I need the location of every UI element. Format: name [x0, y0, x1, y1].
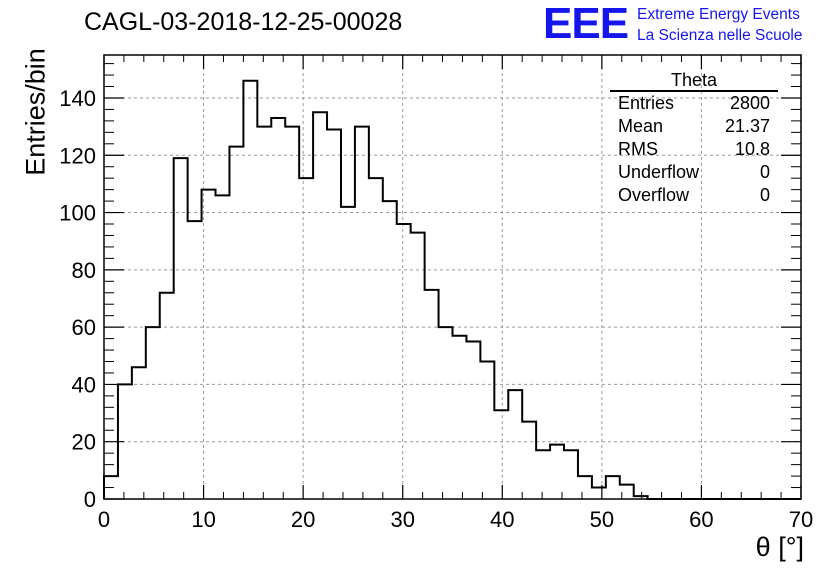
stats-value: 2800 [729, 93, 770, 113]
stats-box: Theta Entries 2800 Mean 21.37 RMS 10.8 U… [610, 70, 778, 207]
histogram-outline [103, 79, 801, 500]
y-tick-label: 120 [59, 143, 96, 168]
stats-value: 10.8 [734, 139, 770, 159]
stats-label: Underflow [618, 162, 700, 182]
run-title: CAGL-03-2018-12-25-00028 [84, 8, 403, 36]
y-tick-label: 40 [72, 372, 96, 397]
stats-row-underflow: Underflow 0 [610, 161, 778, 184]
x-tick-label: 30 [390, 507, 414, 532]
logo-caption-line1: Extreme Energy Events [637, 6, 800, 23]
histogram-bin [146, 327, 160, 499]
x-tick-label: 50 [590, 507, 614, 532]
stats-row-mean: Mean 21.37 [610, 115, 778, 138]
histogram-bin [397, 224, 411, 499]
histogram-bin [494, 410, 508, 499]
stats-title: Theta [610, 70, 778, 92]
eee-logo: EEE [543, 0, 629, 48]
y-tick-label: 80 [72, 258, 96, 283]
stats-value: 0 [759, 162, 770, 182]
histogram-bin [243, 81, 257, 499]
y-axis-label: Entries/bin [20, 48, 51, 176]
y-tick-label: 100 [59, 201, 96, 226]
logo-caption: Extreme Energy Events La Scienza nelle S… [637, 4, 802, 46]
histogram-bin [132, 367, 146, 499]
histogram-bin [508, 390, 522, 499]
histogram-bin [606, 476, 620, 499]
x-tick-label: 60 [689, 507, 713, 532]
histogram-bin [564, 450, 578, 499]
histogram-bin [160, 293, 174, 499]
histogram-series [103, 79, 801, 500]
histogram-bin [550, 445, 564, 499]
histogram-bin [229, 147, 243, 499]
x-axis-label: θ [°] [755, 532, 804, 562]
stats-row-entries: Entries 2800 [610, 92, 778, 115]
histogram-bin [257, 127, 271, 499]
y-tick-label: 20 [72, 430, 96, 455]
tick-labels: 0 10 20 30 40 50 60 70 0 20 40 60 80 100 120 140 [59, 86, 813, 532]
histogram-bin [341, 207, 355, 499]
stats-value: 21.37 [724, 116, 770, 136]
axis-ticks [103, 55, 802, 500]
histogram-bin [355, 127, 369, 499]
histogram-bin [592, 488, 606, 499]
histogram-bin [313, 112, 327, 499]
x-tick-label: 70 [789, 507, 813, 532]
x-tick-label: 10 [191, 507, 215, 532]
histogram-bin [383, 201, 397, 499]
histogram-bin [425, 290, 439, 499]
x-tick-label: 0 [98, 507, 110, 532]
y-tick-label: 0 [84, 487, 96, 512]
stats-label: Overflow [618, 185, 690, 205]
logo-caption-line2: La Scienza nelle Scuole [637, 27, 803, 44]
plot-frame [103, 54, 802, 500]
grid [104, 55, 801, 499]
histogram-bin [466, 341, 480, 499]
histogram-bin [522, 422, 536, 499]
y-tick-label: 60 [72, 315, 96, 340]
stats-label: Mean [618, 116, 664, 136]
histogram-bin [174, 158, 188, 499]
histogram-bin [299, 178, 313, 499]
stats-value: 0 [759, 185, 770, 205]
histogram-bin [453, 336, 467, 499]
histogram-bin [536, 450, 550, 499]
x-tick-label: 40 [490, 507, 514, 532]
stats-row-rms: RMS 10.8 [610, 138, 778, 161]
stats-row-overflow: Overflow 0 [610, 184, 778, 207]
histogram-bin [480, 362, 494, 499]
stats-label: Entries [618, 93, 675, 113]
histogram-bin [578, 476, 592, 499]
y-tick-label: 140 [59, 86, 96, 111]
histogram-bin [327, 129, 341, 499]
histogram-bin [369, 178, 383, 499]
x-tick-label: 20 [291, 507, 315, 532]
histogram-bin [188, 221, 202, 499]
histogram-bin [439, 327, 453, 499]
histogram-bin [216, 195, 230, 499]
histogram-bin [411, 233, 425, 499]
histogram-bin [285, 127, 299, 499]
stats-label: RMS [618, 139, 658, 159]
